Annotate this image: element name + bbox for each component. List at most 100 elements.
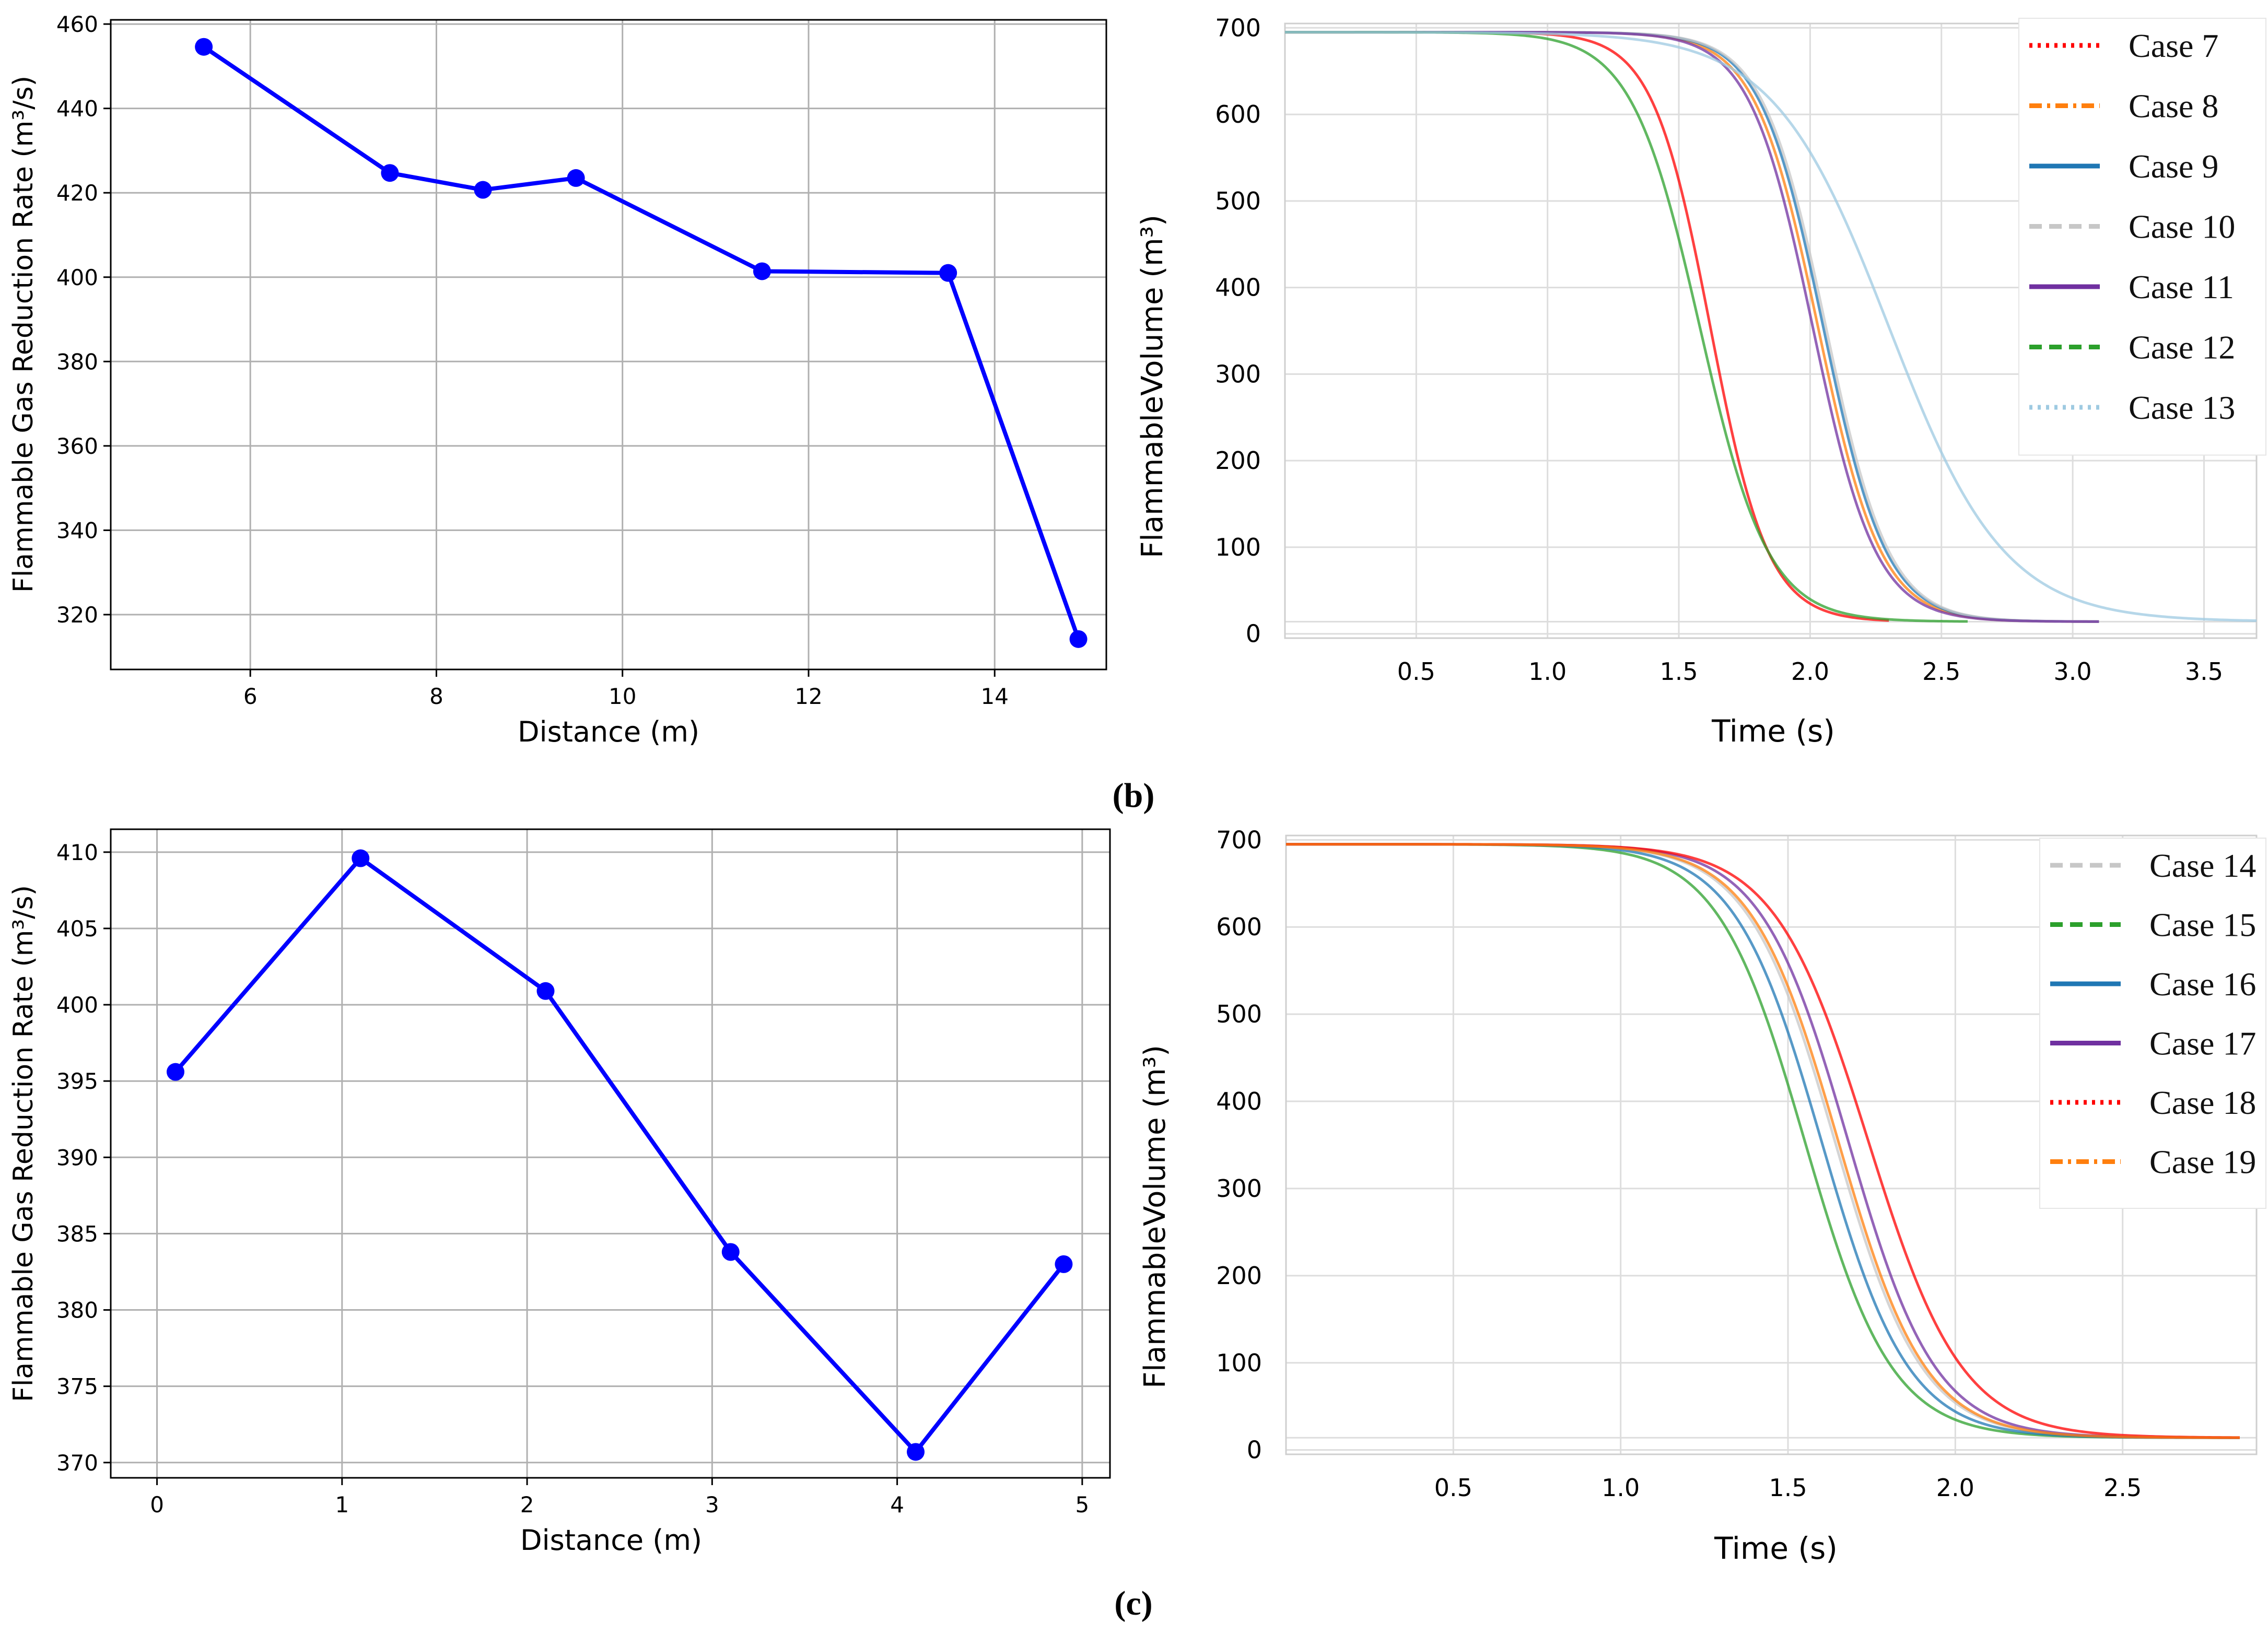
y-tick-label: 200 [1216,1262,1262,1290]
y-tick-label: 0 [1247,1436,1262,1464]
x-tick-label: 2 [520,1492,534,1518]
data-point [1055,1255,1073,1273]
data-point [907,1443,925,1461]
y-axis-label: FlammableVolume (m³) [1138,1045,1172,1389]
chart-b-flammable-volume: FlammableVolume (m³) Time (s) 0.5 1.0 1.5 2… [1136,14,2266,749]
x-tick-label: 5 [1075,1492,1089,1518]
legend-entry: Case 10 [2129,208,2235,245]
x-tick-label: 1 [335,1492,349,1518]
legend-entry: Case 9 [2129,148,2218,185]
y-axis-label: FlammableVolume (m³) [1136,215,1170,558]
y-tick-label: 400 [1215,274,1261,302]
legend-entry: Case 11 [2129,268,2234,305]
y-tick-label: 400 [56,265,98,290]
x-tick-label: 8 [429,684,443,709]
legend-entry: Case 15 [2149,907,2256,944]
y-tick-label: 360 [56,433,98,459]
y-tick-label: 410 [56,840,98,865]
curve-case-19 [1285,843,2240,1439]
data-point [939,264,957,282]
legend-box [2018,18,2266,456]
y-tick-label: 200 [1215,446,1261,475]
x-tick-label: 12 [794,684,822,709]
data-point [567,169,585,187]
legend: Case 7 Case 8 Case 9 Case 10 Case 11 Case 12 C… [2018,18,2266,456]
y-tick-label: 700 [1216,826,1262,854]
gridlines [111,829,1110,1478]
y-tick-label: 370 [56,1450,98,1476]
x-axis-label: Distance (m) [520,1524,702,1557]
legend-entry: Case 14 [2149,847,2256,884]
data-point [1069,630,1088,648]
plot-frame [110,828,1111,1479]
x-tick-label: 0 [150,1492,164,1518]
legend-entry: Case 8 [2129,88,2218,125]
x-tick-label: 1.5 [1769,1474,1807,1502]
legend-entry: Case 12 [2129,329,2235,366]
data-point [195,38,213,56]
y-tick-label: 400 [56,992,98,1018]
x-axis-label: Distance (m) [518,715,699,748]
x-tick-label: 2.0 [1936,1474,1974,1502]
x-tick-label: 0.5 [1434,1474,1472,1502]
curve-case-11 [1284,31,2099,623]
x-tick-label: 2.5 [1922,657,1960,686]
x-tick-label: 0.5 [1397,657,1435,686]
x-tick-label: 6 [243,684,258,709]
panel-label-c: (c) [1114,1584,1152,1622]
x-tick-label: 14 [981,684,1009,709]
y-tick-label: 300 [1216,1174,1262,1203]
x-tick-label: 2.0 [1791,657,1829,686]
y-axis-label: Flammable Gas Reduction Rate (m³/s) [8,885,39,1402]
x-tick-label: 1.5 [1659,657,1698,686]
y-tick-label: 390 [56,1145,98,1170]
x-tick-label: 1.0 [1528,657,1566,686]
x-tick-label: 3 [705,1492,719,1518]
data-point [166,1063,184,1081]
x-tick-label: 2.5 [2103,1474,2142,1502]
y-tick-label: 300 [1215,360,1261,388]
series-line [202,45,1081,640]
curve-case-10 [1284,31,2099,623]
curve-case-7 [1284,31,1889,622]
legend-entry: Case 7 [2129,27,2218,64]
y-tick-label: 600 [1215,100,1261,128]
curve-case-13 [1284,31,2257,622]
x-tick-label: 3.5 [2185,657,2223,686]
plot-frame [110,19,1107,671]
data-point [352,849,370,867]
legend-entry: Case 19 [2149,1144,2256,1181]
y-axis-label: Flammable Gas Reduction Rate (m³/s) [8,76,39,593]
data-point [721,1243,740,1261]
y-tick-label: 340 [56,517,98,543]
y-tick-label: 100 [1215,533,1261,561]
data-point [536,982,555,1000]
y-tick-label: 420 [56,180,98,206]
legend-entry: Case 13 [2129,389,2235,426]
legend-box [2039,838,2266,1209]
x-tick-label: 3.0 [2054,657,2092,686]
y-tick-label: 600 [1216,913,1262,941]
legend-entry: Case 17 [2149,1025,2256,1062]
data-point [381,164,399,182]
legend: Case 14 Case 15 Case 16 Case 17 Case 18 Case … [2039,838,2266,1209]
x-axis-label: Time (s) [1711,713,1835,749]
curve-case-9 [1284,31,2099,623]
panel-label-b: (b) [1113,777,1155,815]
data-point [753,262,771,280]
x-axis-label: Time (s) [1714,1531,1838,1566]
y-tick-label: 375 [56,1374,98,1399]
y-tick-label: 320 [56,602,98,628]
curve-case-8 [1284,31,2099,623]
y-tick-label: 440 [56,96,98,122]
x-tick-label: 1.0 [1601,1474,1640,1502]
y-tick-label: 385 [56,1221,98,1246]
y-tick-label: 400 [1216,1087,1262,1115]
y-tick-label: 460 [56,11,98,37]
y-tick-label: 100 [1216,1349,1262,1377]
x-tick-label: 10 [609,684,636,709]
y-tick-label: 0 [1246,620,1261,648]
chart-b-reduction-rate: Flammable Gas Reduction Rate (m³/s) Dist… [8,11,1107,748]
y-tick-label: 405 [56,916,98,942]
